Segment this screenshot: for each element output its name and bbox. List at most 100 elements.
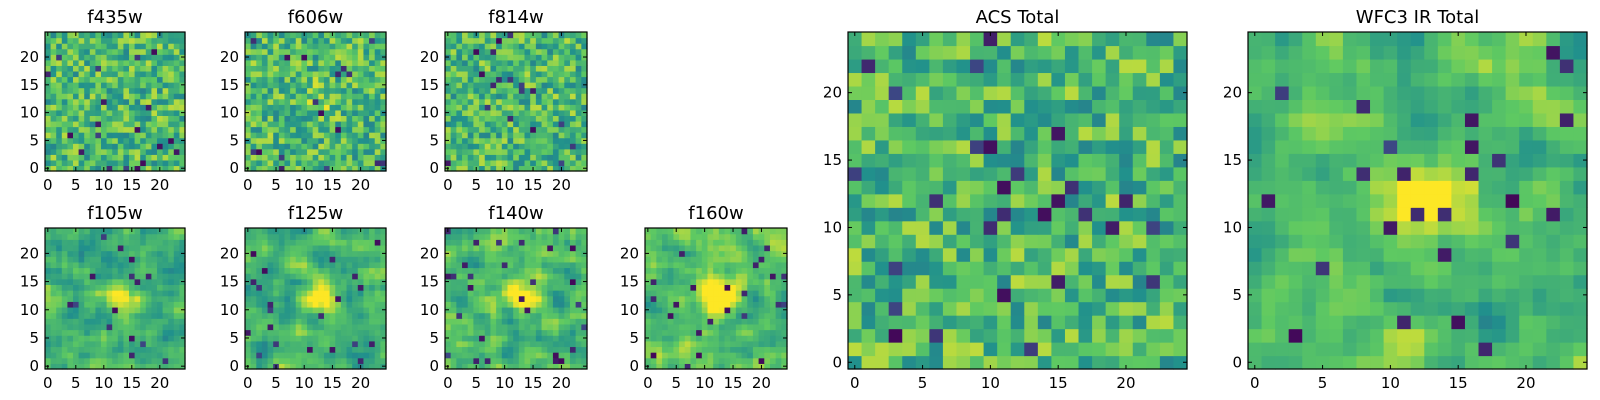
heatmap-cell xyxy=(352,273,359,280)
heatmap-cell xyxy=(764,301,771,308)
heatmap-cell xyxy=(456,352,463,359)
heatmap-cell xyxy=(357,120,365,128)
heatmap-cell xyxy=(290,109,297,116)
heatmap-cell xyxy=(983,180,998,195)
heatmap-cell xyxy=(513,239,520,246)
heatmap-cell xyxy=(112,357,119,364)
heatmap-cell xyxy=(307,132,314,139)
heatmap-cell xyxy=(50,59,57,66)
heatmap-cell xyxy=(284,59,291,66)
heatmap-cell xyxy=(318,159,325,167)
heatmap-cell xyxy=(78,54,85,61)
heatmap-cell xyxy=(67,132,74,139)
heatmap-cell xyxy=(123,143,130,150)
heatmap-cell xyxy=(558,54,565,61)
heatmap-cell xyxy=(267,357,274,364)
heatmap-cell xyxy=(129,352,136,359)
heatmap-cell xyxy=(295,137,302,144)
heatmap-cell xyxy=(735,352,743,359)
heatmap-cell xyxy=(462,278,469,285)
heatmap-cell xyxy=(513,335,520,342)
heatmap-cell xyxy=(335,65,342,72)
heatmap-cell xyxy=(374,335,381,342)
heatmap-cell xyxy=(73,352,80,359)
heatmap-cell xyxy=(45,323,52,331)
heatmap-cell xyxy=(456,59,463,66)
heatmap-cell xyxy=(484,126,492,133)
heatmap-cell xyxy=(129,104,136,111)
heatmap-cell xyxy=(524,306,531,314)
heatmap-cell xyxy=(445,284,452,291)
heatmap-cell xyxy=(1078,193,1093,208)
heatmap-cell xyxy=(256,233,263,240)
heatmap-cell xyxy=(524,228,531,235)
heatmap-cell xyxy=(501,148,509,155)
heatmap-cell xyxy=(157,346,164,353)
heatmap-cell xyxy=(329,87,336,94)
heatmap-cell xyxy=(340,233,348,240)
heatmap-cell xyxy=(445,37,452,44)
heatmap-cell xyxy=(134,82,141,89)
heatmap-cell xyxy=(162,115,169,122)
heatmap-cell xyxy=(140,70,147,78)
heatmap-cell xyxy=(507,295,514,302)
heatmap-cell xyxy=(552,37,560,44)
heatmap-cell xyxy=(530,301,537,308)
heatmap-cell xyxy=(84,87,91,94)
heatmap-cell xyxy=(552,48,560,55)
heatmap-cell xyxy=(357,352,365,359)
heatmap-cell xyxy=(307,233,314,240)
heatmap-cell xyxy=(479,159,486,167)
heatmap-cell xyxy=(374,340,381,348)
heatmap-cell xyxy=(530,98,537,105)
heatmap-cell xyxy=(346,233,353,240)
heatmap-cell xyxy=(942,153,958,168)
heatmap-cell xyxy=(157,335,164,342)
heatmap-cell xyxy=(78,43,85,50)
heatmap-cell xyxy=(267,267,274,274)
heatmap-cell xyxy=(335,295,342,302)
heatmap-cell xyxy=(50,82,57,89)
heatmap-cell xyxy=(1010,315,1025,330)
heatmap-cell xyxy=(530,109,537,116)
heatmap-cell xyxy=(484,159,492,167)
heatmap-cell xyxy=(684,301,692,308)
heatmap-cell xyxy=(956,342,971,357)
heatmap-cell xyxy=(245,261,252,269)
heatmap-cell xyxy=(273,239,280,246)
heatmap-cell xyxy=(352,306,359,314)
heatmap-cell xyxy=(84,98,91,105)
heatmap-cell xyxy=(496,37,503,44)
heatmap-cell xyxy=(301,335,308,342)
heatmap-cell xyxy=(501,82,509,89)
heatmap-cell xyxy=(518,340,526,348)
heatmap-cell xyxy=(106,284,113,291)
heatmap-cell xyxy=(245,318,252,325)
heatmap-cell xyxy=(173,65,180,72)
heatmap-cell xyxy=(690,273,697,280)
heatmap-cell xyxy=(380,323,387,331)
heatmap-cell xyxy=(312,228,319,235)
heatmap-cell xyxy=(261,109,269,116)
heatmap-cell xyxy=(530,148,537,155)
heatmap-cell xyxy=(558,318,565,325)
heatmap-cell xyxy=(129,109,136,116)
heatmap-cell xyxy=(278,250,286,257)
heatmap-cell xyxy=(730,323,737,331)
heatmap-cell xyxy=(769,329,777,336)
heatmap-cell xyxy=(50,278,57,285)
y-tick-label: 10 xyxy=(220,104,239,122)
heatmap-cell xyxy=(684,261,692,269)
heatmap-cell xyxy=(696,346,703,353)
heatmap-cell xyxy=(290,87,297,94)
heatmap-cell xyxy=(329,352,336,359)
heatmap-cell xyxy=(323,37,331,44)
heatmap-cell xyxy=(61,318,68,325)
heatmap-cell xyxy=(730,290,737,297)
heatmap-cell xyxy=(1064,220,1080,235)
heatmap-cell xyxy=(95,159,102,167)
heatmap-cell xyxy=(380,340,387,348)
heatmap-cell xyxy=(690,352,697,359)
heatmap-cell xyxy=(775,335,782,342)
heatmap-cell xyxy=(541,59,548,66)
